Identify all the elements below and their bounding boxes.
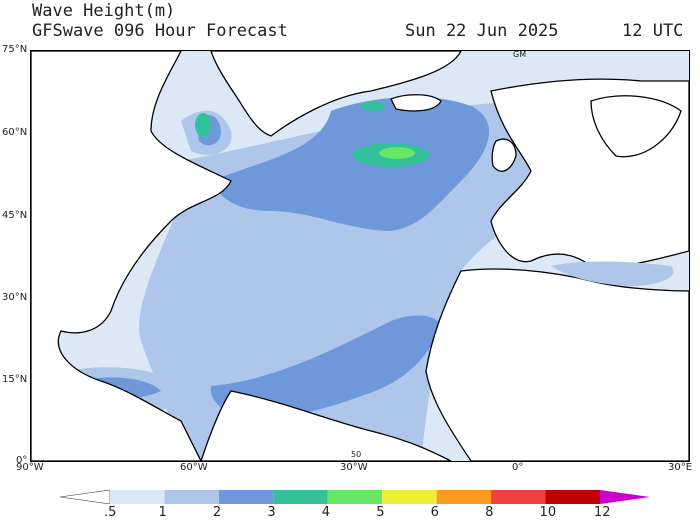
colorbar-segment xyxy=(164,490,219,504)
colorbar-label: 6 xyxy=(430,505,439,520)
colorbar-segment xyxy=(327,490,383,504)
south-america-land xyxy=(200,390,452,461)
mediterranean-sea xyxy=(551,261,674,286)
colorbar-label: 1 xyxy=(158,505,167,520)
africa-land xyxy=(425,268,689,461)
lat-label-15n: 15°N xyxy=(2,374,28,385)
lon-label-30w: 30°W xyxy=(340,462,368,473)
colorbar xyxy=(60,490,650,504)
wave-band-2-3m-north xyxy=(211,96,490,231)
colorbar-label: 5 xyxy=(376,505,385,520)
lon-label-0: 0° xyxy=(512,462,524,473)
colorbar-segment xyxy=(436,490,492,504)
lat-label-60n: 60°N xyxy=(2,127,28,138)
colorbar-segment xyxy=(545,490,600,504)
lat-label-45n: 45°N xyxy=(2,210,28,221)
iceland-land xyxy=(390,94,442,112)
colorbar-segment xyxy=(382,490,437,504)
colorbar-label: 3 xyxy=(267,505,276,520)
wave-band-2-3m-south xyxy=(210,315,441,418)
scandinavia-land xyxy=(590,95,682,158)
map-canvas: GM 50 xyxy=(31,51,689,461)
colorbar-segment xyxy=(491,490,546,504)
forecast-subtitle: GFSwave 096 Hour Forecast xyxy=(32,21,288,41)
wave-band-3-4m-labrador xyxy=(195,113,211,137)
colorbar-segment-low xyxy=(60,490,111,504)
wave-band-4-5m xyxy=(379,147,415,159)
colorbar-segment xyxy=(218,490,274,504)
lon-label-60w: 60°W xyxy=(180,462,208,473)
lat-label-30n: 30°N xyxy=(2,292,28,303)
lat-label-75n: 75°N xyxy=(2,44,28,55)
colorbar-segment xyxy=(273,490,328,504)
north-america-land xyxy=(31,51,232,461)
lon-label-90w: 90°W xyxy=(16,462,44,473)
colorbar-segment-high xyxy=(600,490,650,504)
greenland-land xyxy=(210,51,462,137)
wave-band-3-4m-iceland xyxy=(361,101,385,111)
colorbar-label: 2 xyxy=(212,505,222,520)
forecast-time: 12 UTC xyxy=(622,21,684,41)
colorbar-label: 8 xyxy=(485,505,494,520)
forecast-date: Sun 22 Jun 2025 xyxy=(405,21,559,41)
lat-label-equator: 0° xyxy=(16,455,28,466)
colorbar-segment xyxy=(110,490,165,504)
lon-label-30e: 30°E xyxy=(668,462,693,473)
lon-50-marker: 50 xyxy=(351,450,361,459)
greenwich-marker: GM xyxy=(513,51,526,59)
colorbar-label: 10 xyxy=(539,505,557,520)
wave-height-map: GM 50 xyxy=(30,50,690,462)
coastlines xyxy=(31,51,689,461)
colorbar-label: 12 xyxy=(594,505,611,520)
map-title: Wave Height(m) xyxy=(32,1,176,21)
colorbar-label: 4 xyxy=(321,505,331,520)
colorbar-label: .5 xyxy=(104,505,117,520)
british-isles-land xyxy=(491,138,517,172)
